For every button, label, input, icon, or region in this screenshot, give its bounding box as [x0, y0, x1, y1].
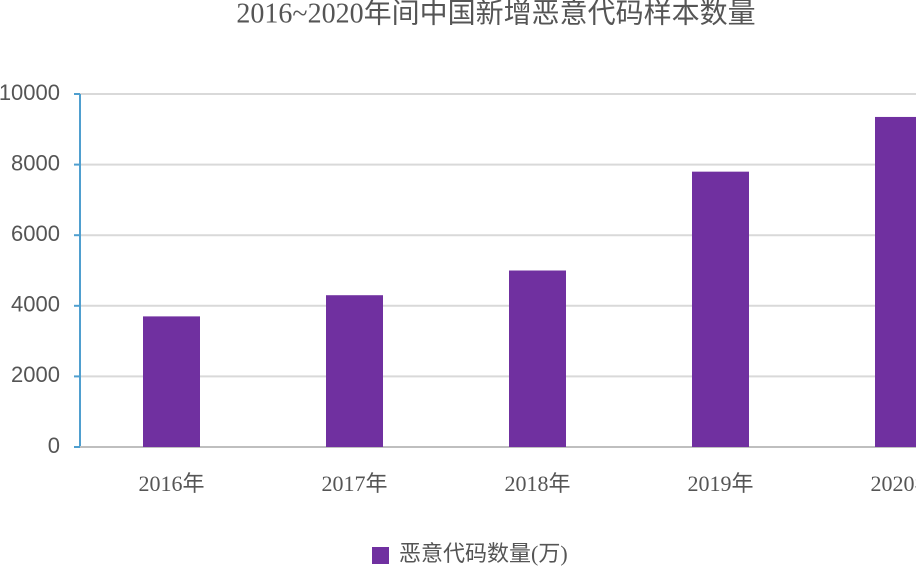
legend-swatch	[372, 547, 389, 564]
y-tick-label: 2000	[11, 362, 60, 387]
x-tick-label: 2020年	[870, 471, 916, 496]
x-tick-label: 2018年	[504, 471, 570, 496]
chart-title: 2016~2020年间中国新增恶意代码样本数量	[236, 0, 755, 29]
y-tick-label: 6000	[11, 221, 60, 246]
legend-label: 恶意代码数量(万)	[399, 541, 568, 566]
y-tick-label: 10000	[0, 80, 60, 105]
x-tick-label: 2019年	[687, 471, 753, 496]
bar	[143, 316, 200, 447]
bar	[509, 270, 566, 447]
y-tick-label: 0	[48, 433, 60, 458]
x-tick-label: 2017年	[321, 471, 387, 496]
y-tick-label: 4000	[11, 292, 60, 317]
y-tick-label: 8000	[11, 150, 60, 175]
bar	[326, 295, 383, 447]
bar	[692, 171, 749, 447]
bar	[875, 116, 916, 447]
x-tick-label: 2016年	[138, 471, 204, 496]
